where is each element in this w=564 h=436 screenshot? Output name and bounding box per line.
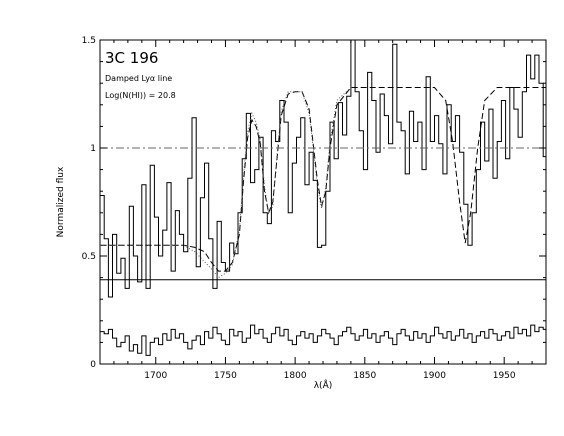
y-tick-label: 1.5 — [82, 36, 96, 46]
x-tick-label: 1950 — [493, 371, 516, 381]
x-tick-label: 1850 — [353, 371, 376, 381]
x-tick-label: 1750 — [214, 371, 237, 381]
reference-lines — [100, 147, 546, 281]
series-histogram-1 — [100, 324, 546, 356]
tick-labels: 1700 1750 1800 1850 1900 1950 0 0.5 1 1.5 — [82, 36, 516, 381]
annotation-line-2: Log(N(HI)) = 20.8 — [105, 91, 176, 100]
y-tick-label: 0 — [90, 360, 96, 370]
axis-ticks — [99, 39, 547, 365]
x-tick-label: 1700 — [144, 371, 167, 381]
y-tick-label: 0.5 — [82, 252, 96, 262]
series-dashed-2 — [100, 87, 546, 272]
series-histogram-0 — [100, 39, 546, 298]
y-axis-title: Normalized flux — [56, 166, 66, 237]
y-tick-label: 1 — [90, 144, 96, 154]
series-dotted-3 — [100, 87, 352, 279]
annotation-title: 3C 196 — [105, 49, 158, 67]
x-axis-title: λ(Å) — [314, 379, 333, 391]
annotation-line-1: Damped Lyα line — [105, 74, 172, 83]
x-tick-label: 1800 — [284, 371, 307, 381]
series-layer — [100, 39, 546, 356]
x-tick-label: 1900 — [423, 371, 446, 381]
